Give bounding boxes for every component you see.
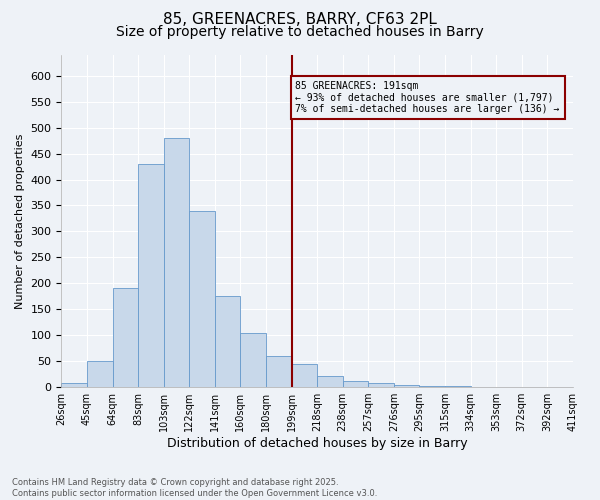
Bar — [292, 364, 317, 387]
Bar — [445, 386, 470, 387]
Bar — [113, 288, 138, 387]
Bar — [241, 332, 266, 387]
Bar — [87, 361, 113, 387]
Text: Size of property relative to detached houses in Barry: Size of property relative to detached ho… — [116, 25, 484, 39]
Text: 85 GREENACRES: 191sqm
← 93% of detached houses are smaller (1,797)
7% of semi-de: 85 GREENACRES: 191sqm ← 93% of detached … — [295, 81, 560, 114]
Bar — [470, 386, 496, 387]
Bar — [189, 210, 215, 387]
Bar — [266, 356, 292, 387]
Bar — [164, 138, 189, 387]
Text: Contains HM Land Registry data © Crown copyright and database right 2025.
Contai: Contains HM Land Registry data © Crown c… — [12, 478, 377, 498]
Bar — [419, 386, 445, 387]
Bar — [368, 383, 394, 387]
Text: 85, GREENACRES, BARRY, CF63 2PL: 85, GREENACRES, BARRY, CF63 2PL — [163, 12, 437, 28]
Bar — [522, 386, 547, 387]
Y-axis label: Number of detached properties: Number of detached properties — [15, 134, 25, 308]
Bar — [317, 376, 343, 387]
Bar — [394, 385, 419, 387]
Bar — [215, 296, 241, 387]
Bar — [61, 384, 87, 387]
X-axis label: Distribution of detached houses by size in Barry: Distribution of detached houses by size … — [167, 437, 467, 450]
Bar — [138, 164, 164, 387]
Bar — [343, 381, 368, 387]
